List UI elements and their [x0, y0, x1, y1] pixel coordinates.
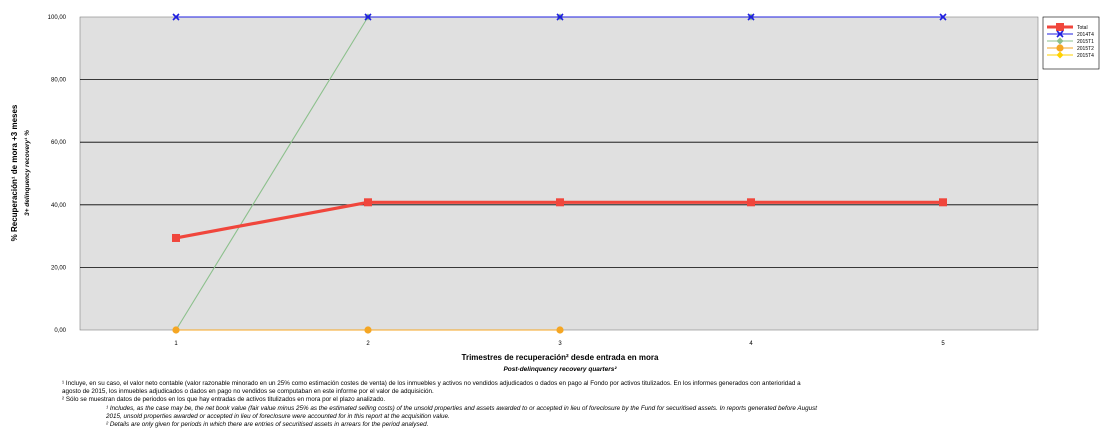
legend-label: 2015T4: [1077, 53, 1094, 59]
y-tick-label: 0,00: [54, 328, 66, 334]
legend-item-2014t4: 2014T4: [1047, 30, 1094, 38]
series-total: [172, 198, 947, 242]
data-point-marker: [364, 198, 372, 207]
legend-item-total: Total: [1047, 23, 1088, 31]
y-tick-label: 100,00: [48, 15, 67, 21]
footnotes: ¹ Incluye, en su caso, el valor neto con…: [62, 380, 1102, 429]
y-tick-label: 60,00: [51, 140, 67, 146]
data-point-marker: [1056, 51, 1064, 59]
legend-label: 2014T4: [1077, 32, 1094, 38]
x-axis-title: Trimestres de recuperación² desde entrad…: [462, 353, 660, 362]
legend-item-2015t2: 2015T2: [1047, 44, 1094, 52]
footnote-en-2: ² Details are only given for periods in …: [106, 421, 429, 429]
x-tick-label: 1: [174, 341, 178, 347]
data-point-marker: [939, 198, 947, 207]
data-point-marker: [556, 326, 564, 334]
x-tick-label: 4: [749, 341, 753, 347]
footnote-en-1-cont: 2015, unsold properties awarded or accep…: [106, 412, 450, 420]
legend-item-2015t1: 2015T1: [1047, 37, 1094, 45]
footnote-es-2: ² Sólo se muestran datos de periodos en …: [62, 396, 386, 404]
legend-label: 2015T1: [1077, 39, 1094, 45]
legend-item-2015t4: 2015T4: [1047, 51, 1094, 59]
data-point-marker: [556, 198, 564, 207]
footnote-es-1: ¹ Incluye, en su caso, el valor neto con…: [62, 380, 801, 387]
data-point-marker: [1056, 37, 1064, 45]
data-point-marker: [172, 233, 180, 242]
data-point-marker: [556, 13, 564, 21]
data-point-marker: [364, 326, 372, 334]
data-point-marker: [364, 13, 372, 21]
data-point-marker: [747, 13, 755, 21]
y-tick-label: 20,00: [51, 265, 67, 271]
footnote-es-1-cont: agosto de 2015, los inmuebles adjudicado…: [62, 388, 434, 396]
y-axis-title: % Recuperación¹ de mora +3 meses: [10, 104, 19, 241]
data-point-marker: [172, 13, 180, 21]
footnote-en-1: ¹ Includes, as the case may be, the net …: [106, 404, 818, 412]
series-2014t4: [172, 13, 947, 21]
y-tick-label: 40,00: [51, 203, 67, 209]
plot-area: [79, 16, 1039, 331]
x-axis-subtitle: Post-delinquency recovery quarters²: [503, 366, 617, 373]
y-tick-label: 80,00: [51, 78, 67, 84]
y-axis-subtitle: 3+ delinquency recovery¹ %: [24, 130, 31, 216]
legend-label: 2015T2: [1077, 46, 1094, 52]
data-point-marker: [747, 198, 755, 207]
data-point-marker: [1056, 44, 1064, 52]
x-tick-label: 5: [941, 341, 945, 347]
data-point-marker: [939, 13, 947, 21]
series-2015t2: [172, 326, 564, 334]
x-tick-label: 3: [558, 341, 562, 347]
data-point-marker: [172, 326, 180, 334]
data-point-marker: [1056, 30, 1064, 38]
data-point-marker: [1056, 23, 1064, 31]
x-tick-label: 2: [366, 341, 370, 347]
legend-label: Total: [1077, 25, 1088, 31]
